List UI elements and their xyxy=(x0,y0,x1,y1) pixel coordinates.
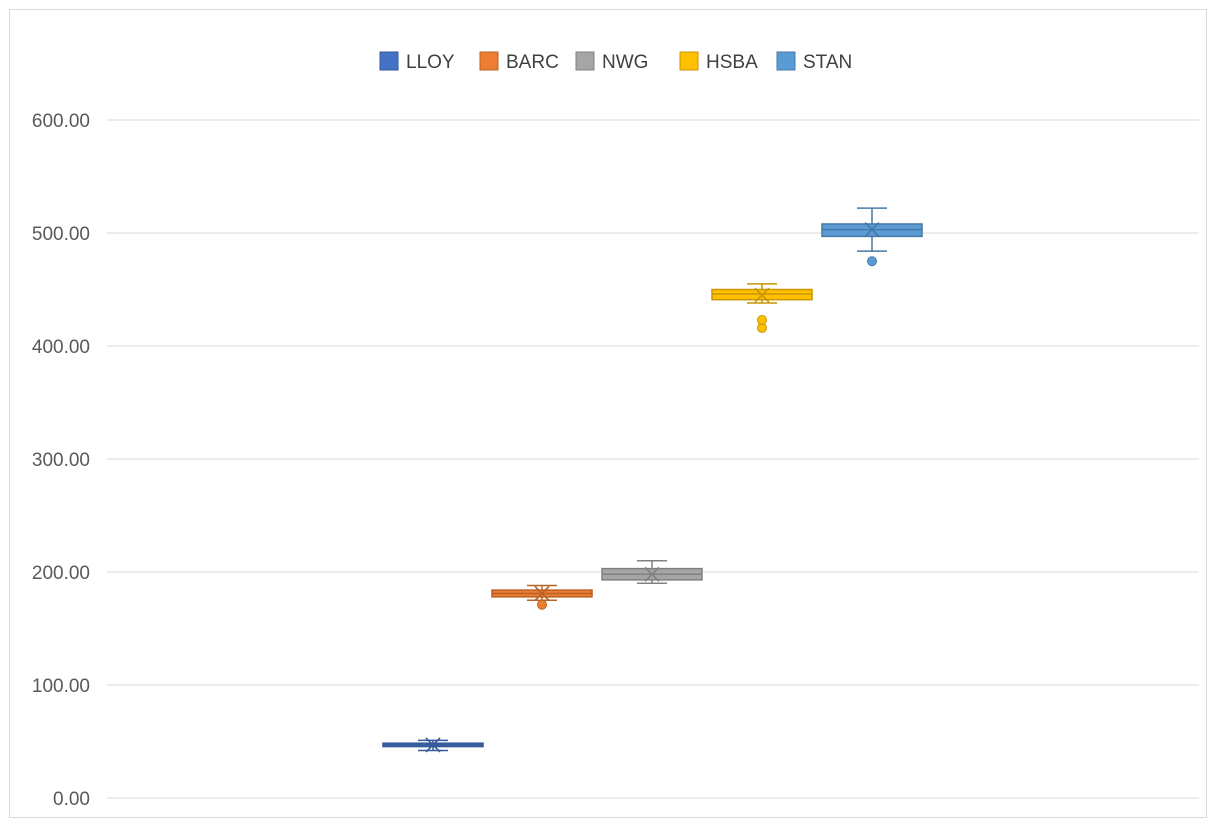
mean-marker xyxy=(425,737,441,753)
mean-marker xyxy=(864,222,880,238)
legend-swatch xyxy=(479,51,499,71)
y-tick-label: 200.00 xyxy=(32,563,90,584)
outlier-point xyxy=(867,256,877,267)
legend-label: STAN xyxy=(803,52,852,73)
legend-item-stan: STAN xyxy=(776,51,852,73)
box-lloy xyxy=(382,737,484,753)
box-hsba xyxy=(711,283,813,333)
box-nwg xyxy=(601,559,703,585)
legend-item-barc: BARC xyxy=(479,51,559,73)
box-barc xyxy=(491,584,593,610)
legend-swatch xyxy=(679,51,699,71)
legend-label: LLOY xyxy=(406,52,455,73)
legend: LLOY BARC NWG HSBA STAN xyxy=(379,51,852,73)
box-stan xyxy=(821,207,923,267)
boxplot-chart: 0.00 100.00 200.00 300.00 400.00 500.00 600.00… xyxy=(32,51,1199,810)
gridlines xyxy=(107,119,1199,799)
chart-area: 0.00 100.00 200.00 300.00 400.00 500.00 600.00… xyxy=(9,9,1207,818)
legend-label: HSBA xyxy=(706,52,758,73)
legend-label: NWG xyxy=(602,52,648,73)
boxes xyxy=(382,207,923,753)
y-tick-label: 400.00 xyxy=(32,337,90,358)
outlier-point xyxy=(537,599,547,610)
mean-marker xyxy=(534,585,550,602)
y-tick-label: 0.00 xyxy=(53,789,90,810)
mean-marker xyxy=(754,287,770,303)
y-tick-label: 300.00 xyxy=(32,450,90,471)
legend-swatch xyxy=(575,51,595,71)
legend-swatch xyxy=(776,51,796,71)
legend-swatch xyxy=(379,51,399,71)
y-tick-label: 100.00 xyxy=(32,676,90,697)
y-axis-tick-labels: 0.00 100.00 200.00 300.00 400.00 500.00 600.00 xyxy=(32,111,90,810)
legend-item-lloy: LLOY xyxy=(379,51,455,73)
legend-item-hsba: HSBA xyxy=(679,51,758,73)
y-tick-label: 600.00 xyxy=(32,111,90,132)
mean-marker xyxy=(644,566,660,582)
legend-item-nwg: NWG xyxy=(575,51,648,73)
outlier-point xyxy=(757,315,767,326)
y-tick-label: 500.00 xyxy=(32,224,90,245)
legend-label: BARC xyxy=(506,52,559,73)
